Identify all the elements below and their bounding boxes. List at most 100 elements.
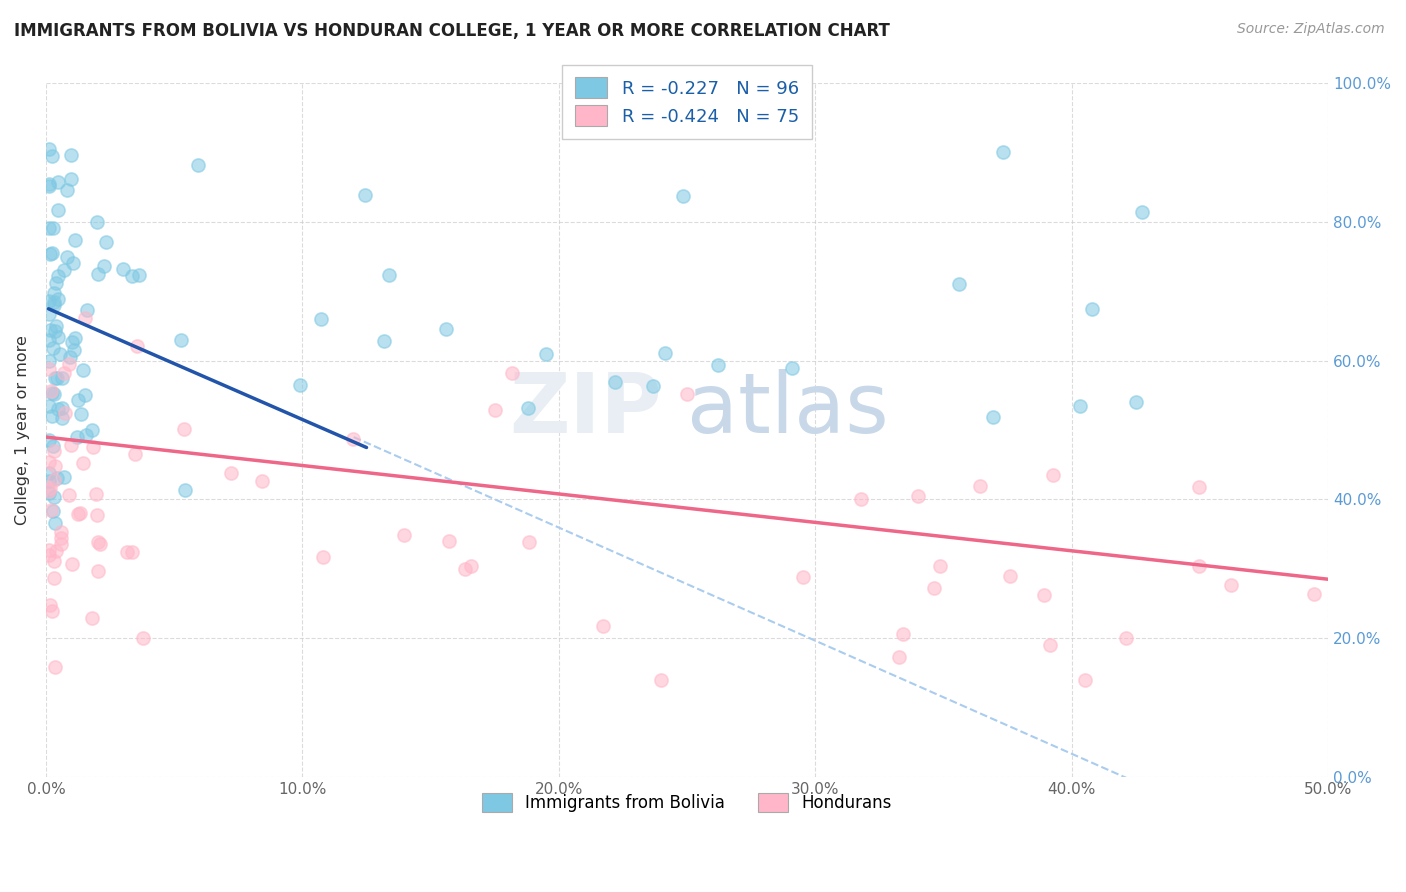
Point [889, 650, 911, 665]
Point [1081, 301, 1104, 316]
Point [82, 440, 104, 454]
Point [46, 203, 69, 218]
Point [676, 387, 699, 401]
Point [437, 533, 460, 548]
Point [592, 618, 614, 632]
Point [44, 570, 66, 584]
Point [41, 604, 63, 618]
Point [75, 388, 97, 402]
Point [460, 559, 482, 574]
Point [1074, 673, 1097, 687]
Point [46, 268, 69, 283]
Point [52, 366, 75, 380]
Point [517, 401, 540, 415]
Point [53, 263, 76, 277]
Point [41, 504, 63, 518]
Point [96, 235, 118, 249]
Point [484, 403, 506, 417]
Point [672, 188, 695, 202]
Point [86, 508, 108, 523]
Point [89, 537, 111, 551]
Point [1033, 588, 1056, 602]
Point [72, 363, 94, 377]
Point [42, 285, 65, 300]
Point [353, 187, 375, 202]
Point [38, 454, 60, 468]
Point [1039, 638, 1062, 652]
Point [46, 401, 69, 416]
Point [44, 459, 66, 474]
Point [117, 544, 139, 558]
Point [39, 598, 62, 612]
Point [127, 339, 149, 353]
Point [173, 422, 195, 436]
Point [86, 535, 108, 549]
Point [342, 432, 364, 446]
Point [56, 183, 79, 197]
Point [38, 322, 60, 336]
Point [38, 142, 60, 156]
Point [924, 581, 946, 595]
Point [780, 361, 803, 376]
Point [51, 401, 73, 415]
Point [86, 564, 108, 578]
Point [392, 528, 415, 542]
Point [112, 262, 135, 277]
Point [121, 269, 143, 284]
Point [38, 433, 60, 447]
Text: Source: ZipAtlas.com: Source: ZipAtlas.com [1237, 22, 1385, 37]
Point [45, 318, 67, 333]
Point [63, 331, 86, 345]
Point [44, 371, 66, 385]
Point [121, 545, 143, 559]
Point [42, 221, 65, 235]
Point [969, 479, 991, 493]
Point [76, 303, 98, 318]
Point [86, 215, 108, 229]
Point [82, 423, 104, 437]
Point [48, 175, 70, 189]
Point [46, 371, 69, 385]
Point [42, 474, 65, 488]
Point [1303, 587, 1326, 601]
Point [38, 474, 60, 488]
Point [948, 277, 970, 292]
Point [1132, 204, 1154, 219]
Point [928, 559, 950, 574]
Point [38, 220, 60, 235]
Point [72, 457, 94, 471]
Point [1188, 559, 1211, 574]
Point [39, 247, 62, 261]
Point [378, 268, 401, 283]
Point [650, 673, 672, 687]
Point [654, 345, 676, 359]
Point [69, 506, 91, 520]
Point [39, 384, 62, 398]
Point [38, 549, 60, 563]
Point [58, 488, 80, 502]
Point [38, 543, 60, 558]
Text: IMMIGRANTS FROM BOLIVIA VS HONDURAN COLLEGE, 1 YEAR OR MORE CORRELATION CHART: IMMIGRANTS FROM BOLIVIA VS HONDURAN COLL… [14, 22, 890, 40]
Point [1042, 468, 1064, 483]
Point [1220, 578, 1243, 592]
Point [60, 557, 83, 571]
Point [39, 482, 62, 496]
Point [309, 312, 332, 326]
Point [38, 400, 60, 414]
Point [373, 334, 395, 348]
Point [38, 354, 60, 368]
Point [851, 492, 873, 507]
Point [38, 486, 60, 500]
Text: atlas: atlas [688, 369, 889, 450]
Point [51, 371, 73, 385]
Point [288, 378, 311, 392]
Point [51, 410, 73, 425]
Point [86, 268, 108, 282]
Point [63, 343, 86, 358]
Point [1115, 631, 1137, 645]
Point [60, 335, 83, 350]
Point [907, 489, 929, 503]
Point [792, 570, 814, 584]
Point [44, 516, 66, 530]
Point [49, 531, 72, 545]
